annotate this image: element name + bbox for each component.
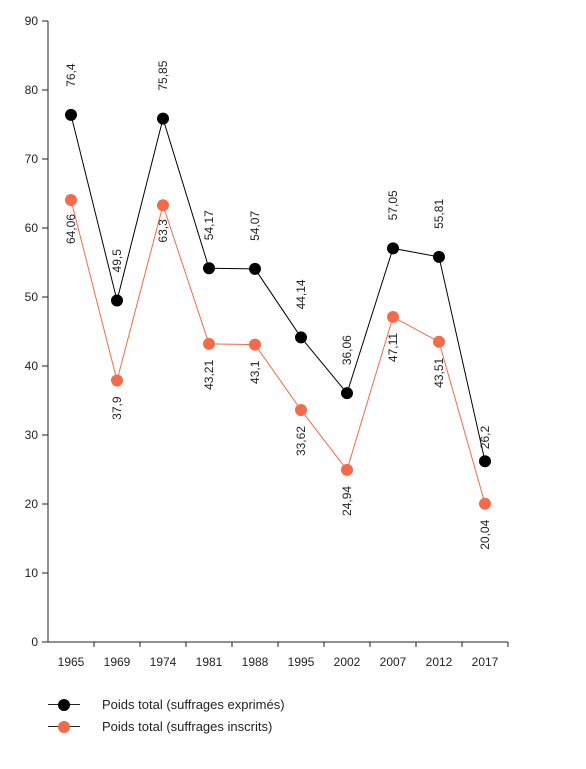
data-label: 43,1 <box>248 360 262 384</box>
y-tick-label: 40 <box>25 359 39 373</box>
x-tick-label: 2017 <box>472 655 499 669</box>
x-axis-ticks: 1965 1969 1974 1981 1988 1995 2002 2007 2012 2017 <box>58 642 509 669</box>
data-point <box>157 112 169 125</box>
legend-label-inscrits: Poids total (suffrages inscrits) <box>102 719 273 734</box>
data-point <box>65 108 77 121</box>
y-tick-label: 50 <box>25 290 39 304</box>
data-label: 57,05 <box>386 190 400 220</box>
data-point <box>157 199 169 212</box>
data-point <box>341 463 353 476</box>
data-label: 75,85 <box>156 60 170 90</box>
data-label: 37,9 <box>110 396 124 420</box>
axes <box>47 21 508 643</box>
data-point <box>479 497 491 510</box>
data-label: 43,51 <box>432 357 446 387</box>
y-tick-label: 60 <box>25 221 39 235</box>
data-point <box>433 250 445 263</box>
x-tick-label: 1981 <box>196 655 223 669</box>
x-tick-label: 1995 <box>288 655 315 669</box>
y-tick-label: 0 <box>31 635 38 649</box>
legend-item-exprimes: Poids total (suffrages exprimés) <box>40 694 285 716</box>
legend-item-inscrits: Poids total (suffrages inscrits) <box>40 716 285 738</box>
data-label: 20,04 <box>478 519 492 549</box>
data-point <box>433 335 445 348</box>
y-axis-ticks: 0 10 20 30 40 50 60 70 80 90 <box>25 14 48 649</box>
data-label: 49,5 <box>110 249 124 273</box>
data-labels: 76,4 49,5 75,85 54,17 54,07 44,14 36,06 57,05 55… <box>64 60 492 549</box>
x-tick-label: 1965 <box>58 655 85 669</box>
data-point <box>295 331 307 344</box>
data-point <box>387 310 399 323</box>
x-tick-label: 1974 <box>150 655 177 669</box>
y-tick-label: 70 <box>25 152 39 166</box>
series-line <box>70 114 486 462</box>
x-tick-label: 2007 <box>380 655 407 669</box>
data-point <box>65 193 77 206</box>
data-label: 55,81 <box>432 199 446 229</box>
x-tick-label: 1969 <box>104 655 131 669</box>
data-label: 36,06 <box>340 335 354 365</box>
series-line <box>70 199 486 504</box>
data-point <box>111 294 123 307</box>
data-point <box>479 455 491 468</box>
data-label: 63,3 <box>156 219 170 243</box>
data-label: 54,17 <box>202 210 216 240</box>
data-label: 24,94 <box>340 486 354 516</box>
data-point <box>203 262 215 275</box>
data-label: 26,2 <box>478 426 492 450</box>
legend-marker-orange <box>58 721 70 733</box>
data-label: 47,11 <box>386 333 400 362</box>
y-tick-label: 30 <box>25 428 39 442</box>
data-point <box>295 404 307 417</box>
data-label: 76,4 <box>64 63 78 87</box>
data-point <box>341 387 353 400</box>
data-point <box>203 337 215 350</box>
data-point <box>387 242 399 255</box>
data-label: 64,06 <box>64 214 78 244</box>
y-tick-label: 80 <box>25 83 39 97</box>
data-point <box>111 374 123 387</box>
line-chart: 0 10 20 30 40 50 60 70 80 90 1965 1969 1974 1981 1988… <box>25 14 509 669</box>
legend: Poids total (suffrages exprimés) Poids t… <box>40 694 285 738</box>
y-tick-label: 10 <box>25 566 39 580</box>
x-tick-label: 2002 <box>334 655 361 669</box>
legend-label-exprimes: Poids total (suffrages exprimés) <box>102 697 285 712</box>
data-label: 54,07 <box>248 211 262 241</box>
y-tick-label: 90 <box>25 14 39 28</box>
data-label: 43,21 <box>202 360 216 390</box>
data-label: 44,14 <box>294 279 308 309</box>
y-tick-label: 20 <box>25 497 39 511</box>
data-point <box>249 262 261 275</box>
legend-marker-black <box>58 699 70 711</box>
x-tick-label: 2012 <box>426 655 453 669</box>
x-tick-label: 1988 <box>242 655 269 669</box>
data-label: 33,62 <box>294 426 308 456</box>
series-layer <box>65 108 491 510</box>
data-point <box>249 338 261 351</box>
